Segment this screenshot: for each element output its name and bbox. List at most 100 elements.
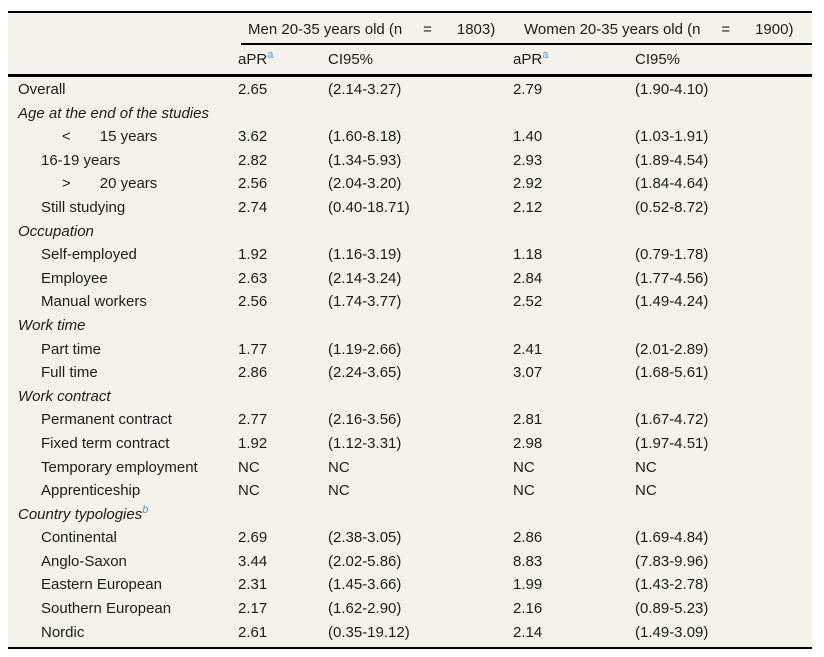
women-ci-cell: (1.90-4.10)	[635, 81, 709, 98]
table-row: Still studying 2.74 (0.40-18.71) 2.12 (0…	[8, 196, 812, 220]
women-apr-cell: 1.18	[513, 246, 543, 264]
row-label: Still studying	[41, 198, 126, 216]
women-apr-cell	[513, 503, 635, 527]
row-label: Fixed term contract	[41, 434, 170, 452]
men-ci-cell: (1.12-3.31)	[328, 434, 402, 452]
table-group-header-row: Men 20-35 years old (n = 1803) Women 20-…	[8, 13, 812, 45]
men-apr-cell: 2.63	[238, 269, 268, 287]
men-ci-cell: (2.14-3.27)	[328, 81, 402, 98]
row-label: Eastern European	[41, 576, 162, 594]
men-ci-cell: (0.35-19.12)	[328, 623, 410, 641]
men-ci-cell: (2.38-3.05)	[328, 529, 402, 547]
women-ci-cell: (1.97-4.51)	[635, 434, 709, 452]
men-apr-cell: 2.56	[238, 175, 268, 193]
men-apr-cell: 2.65	[238, 81, 268, 98]
women-ci-cell: (1.03-1.91)	[635, 128, 709, 146]
men-apr-cell: 2.86	[238, 364, 268, 382]
row-label: Age at the end of the studies	[18, 104, 209, 122]
table-row: > 20 years 2.56 (2.04-3.20) 2.92 (1.84-4…	[8, 172, 812, 196]
group-header-women: Women 20-35 years old (n = 1900)	[524, 21, 794, 38]
men-ci-cell	[328, 385, 513, 409]
row-label: Work contract	[18, 387, 111, 405]
row-label: Permanent contract	[41, 411, 172, 429]
row-label: 16-19 years	[41, 151, 121, 169]
men-apr-cell	[238, 220, 328, 244]
women-ci-cell: (1.49-4.24)	[635, 293, 709, 311]
men-apr-cell	[238, 314, 328, 338]
subheader-men-apr: aPRa	[238, 51, 328, 68]
table-row: Part time 1.77 (1.19-2.66) 2.41 (2.01-2.…	[8, 338, 812, 362]
women-ci-cell: (1.84-4.64)	[635, 175, 709, 193]
table-row: Overall 2.65 (2.14-3.27) 2.79 (1.90-4.10…	[8, 78, 812, 102]
women-apr-cell: 2.41	[513, 340, 543, 358]
table-row: < 15 years 3.62 (1.60-8.18) 1.40 (1.03-1…	[8, 125, 812, 149]
table-row: Permanent contract 2.77 (2.16-3.56) 2.81…	[8, 408, 812, 432]
women-apr-cell	[513, 102, 635, 126]
superscript-marker: a	[542, 51, 549, 61]
men-apr-cell: 1.92	[238, 434, 268, 452]
table-row: Apprenticeship NC NC NC NC	[8, 479, 812, 503]
men-apr-cell: 2.31	[238, 576, 268, 594]
table-row: Occupation	[8, 220, 812, 244]
men-ci-cell: (1.62-2.90)	[328, 600, 402, 618]
superscript-marker: b	[142, 503, 149, 516]
men-ci-cell: (0.40-18.71)	[328, 198, 410, 216]
row-label: Self-employed	[41, 246, 137, 264]
women-apr-cell: 1.99	[513, 576, 543, 594]
table-row: Work time	[8, 314, 812, 338]
men-apr-cell: 2.17	[238, 600, 268, 618]
men-ci-cell: (1.16-3.19)	[328, 246, 402, 264]
row-label: Nordic	[41, 623, 85, 641]
table-row: Manual workers 2.56 (1.74-3.77) 2.52 (1.…	[8, 290, 812, 314]
table-row: Southern European 2.17 (1.62-2.90) 2.16 …	[8, 597, 812, 621]
women-ci-cell: (1.43-2.78)	[635, 576, 709, 594]
men-ci-cell: NC	[328, 482, 350, 500]
men-ci-cell: (2.02-5.86)	[328, 552, 402, 570]
men-ci-cell	[328, 220, 513, 244]
women-apr-cell	[513, 220, 635, 244]
women-apr-cell: 2.93	[513, 151, 543, 169]
group-header-rule	[241, 43, 812, 45]
women-ci-cell: (0.79-1.78)	[635, 246, 709, 264]
women-apr-cell: NC	[513, 482, 535, 500]
row-label: Temporary employment	[41, 458, 198, 476]
results-table: Men 20-35 years old (n = 1803) Women 20-…	[8, 11, 812, 650]
men-apr-cell: 3.62	[238, 128, 268, 146]
women-apr-cell: 3.07	[513, 364, 543, 382]
women-apr-cell: 2.92	[513, 175, 543, 193]
women-ci-cell: (0.52-8.72)	[635, 198, 709, 216]
men-ci-cell: (1.74-3.77)	[328, 293, 402, 311]
table-row: Employee 2.63 (2.14-3.24) 2.84 (1.77-4.5…	[8, 267, 812, 291]
women-ci-cell: NC	[635, 482, 657, 500]
women-ci-cell	[635, 102, 812, 126]
women-ci-cell: (1.68-5.61)	[635, 364, 709, 382]
women-ci-cell: (0.89-5.23)	[635, 600, 709, 618]
men-ci-cell	[328, 314, 513, 338]
table-subheader-row: aPRa CI95% aPRa CI95%	[8, 45, 812, 77]
group-header-men: Men 20-35 years old (n = 1803)	[248, 21, 496, 38]
women-apr-cell: 2.52	[513, 293, 543, 311]
subheader-women-apr: aPRa	[513, 51, 635, 68]
row-label: Employee	[41, 269, 108, 287]
men-apr-cell	[238, 102, 328, 126]
men-apr-cell: 3.44	[238, 552, 268, 570]
men-apr-cell: 2.82	[238, 151, 268, 169]
women-ci-cell	[635, 314, 812, 338]
table-row: Age at the end of the studies	[8, 102, 812, 126]
men-ci-cell: (1.19-2.66)	[328, 340, 402, 358]
subheader-men-ci: CI95%	[328, 51, 374, 68]
men-ci-cell: NC	[328, 458, 350, 476]
women-ci-cell: (1.89-4.54)	[635, 151, 709, 169]
men-ci-cell: (1.34-5.93)	[328, 151, 402, 169]
men-ci-cell	[328, 503, 513, 527]
women-ci-cell: (7.83-9.96)	[635, 552, 709, 570]
men-apr-cell: 2.56	[238, 293, 268, 311]
men-apr-cell: 1.92	[238, 246, 268, 264]
table-row: Full time 2.86 (2.24-3.65) 3.07 (1.68-5.…	[8, 361, 812, 385]
women-apr-cell: 1.40	[513, 128, 543, 146]
apr-label: aPR	[238, 51, 268, 68]
women-ci-cell: (1.77-4.56)	[635, 269, 709, 287]
table-row: Country typologiesb	[8, 503, 812, 527]
men-apr-cell: 1.77	[238, 340, 268, 358]
